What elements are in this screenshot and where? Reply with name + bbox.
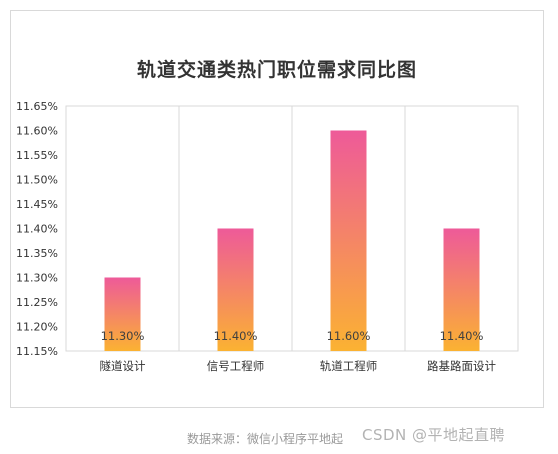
x-category-label: 隧道设计 — [100, 359, 146, 373]
bar — [104, 277, 141, 351]
y-tick-label: 11.40% — [16, 223, 58, 236]
y-tick-label: 11.20% — [16, 321, 58, 334]
x-category-label: 路基路面设计 — [427, 359, 496, 373]
y-tick-label: 11.25% — [16, 296, 58, 309]
y-tick-label: 11.15% — [16, 345, 58, 358]
bar — [330, 130, 367, 351]
bar — [443, 228, 480, 351]
y-tick-label: 11.60% — [16, 125, 58, 138]
bar-data-label: 11.60% — [327, 329, 371, 343]
data-source-note: 数据来源：微信小程序平地起 — [187, 432, 344, 446]
x-category-label: 信号工程师 — [207, 359, 265, 373]
x-category-label: 轨道工程师 — [320, 359, 378, 373]
chart-title: 轨道交通类热门职位需求同比图 — [136, 59, 417, 81]
bar — [217, 228, 254, 351]
csdn-watermark: CSDN @平地起直聘 — [362, 426, 506, 444]
y-tick-label: 11.35% — [16, 247, 58, 260]
bar-data-label: 11.40% — [214, 329, 258, 343]
y-tick-label: 11.45% — [16, 198, 58, 211]
y-tick-label: 11.30% — [16, 272, 58, 285]
y-tick-label: 11.55% — [16, 149, 58, 162]
bar-data-label: 11.40% — [440, 329, 484, 343]
y-tick-label: 11.50% — [16, 174, 58, 187]
y-tick-label: 11.65% — [16, 100, 58, 113]
bar-data-label: 11.30% — [101, 329, 145, 343]
